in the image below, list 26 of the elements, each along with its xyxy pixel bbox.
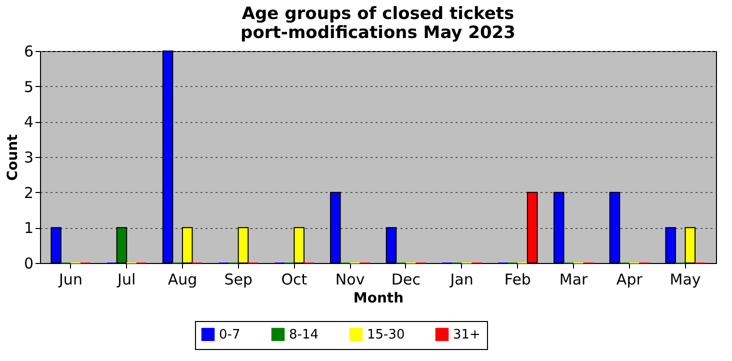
x-tick-label: Oct [281,270,308,288]
x-tick-label: Jul [116,270,136,288]
y-tick-label: 2 [24,184,34,202]
x-tick-label: Feb [504,270,531,288]
x-tick-label: Apr [616,270,644,288]
x-tick-label: Dec [391,270,420,288]
x-tick-label: May [670,270,701,288]
legend-label: 0-7 [219,327,240,342]
x-axis-title: Month [353,290,404,306]
legend-label: 31+ [453,327,480,342]
y-tick-label: 3 [24,148,34,166]
y-tick-label: 1 [24,219,34,238]
legend-label: 15-30 [367,327,405,342]
x-tick-label: Jun [58,270,82,288]
y-tick-label: 5 [24,78,34,96]
x-tick-label: Mar [559,270,589,288]
chart-title: Age groups of closed tickets port-modifications May 2023 [240,4,516,43]
y-tick-label: 6 [24,42,34,60]
x-tick-label: Aug [168,270,198,288]
y-axis-title: Count [4,134,21,181]
y-tick-label: 4 [24,113,34,132]
x-tick-label: Nov [335,270,365,288]
y-tick-label: 0 [24,254,34,272]
x-tick-label: Sep [224,270,252,288]
legend-label: 8-14 [289,327,319,342]
x-tick-label: Jan [449,270,474,288]
